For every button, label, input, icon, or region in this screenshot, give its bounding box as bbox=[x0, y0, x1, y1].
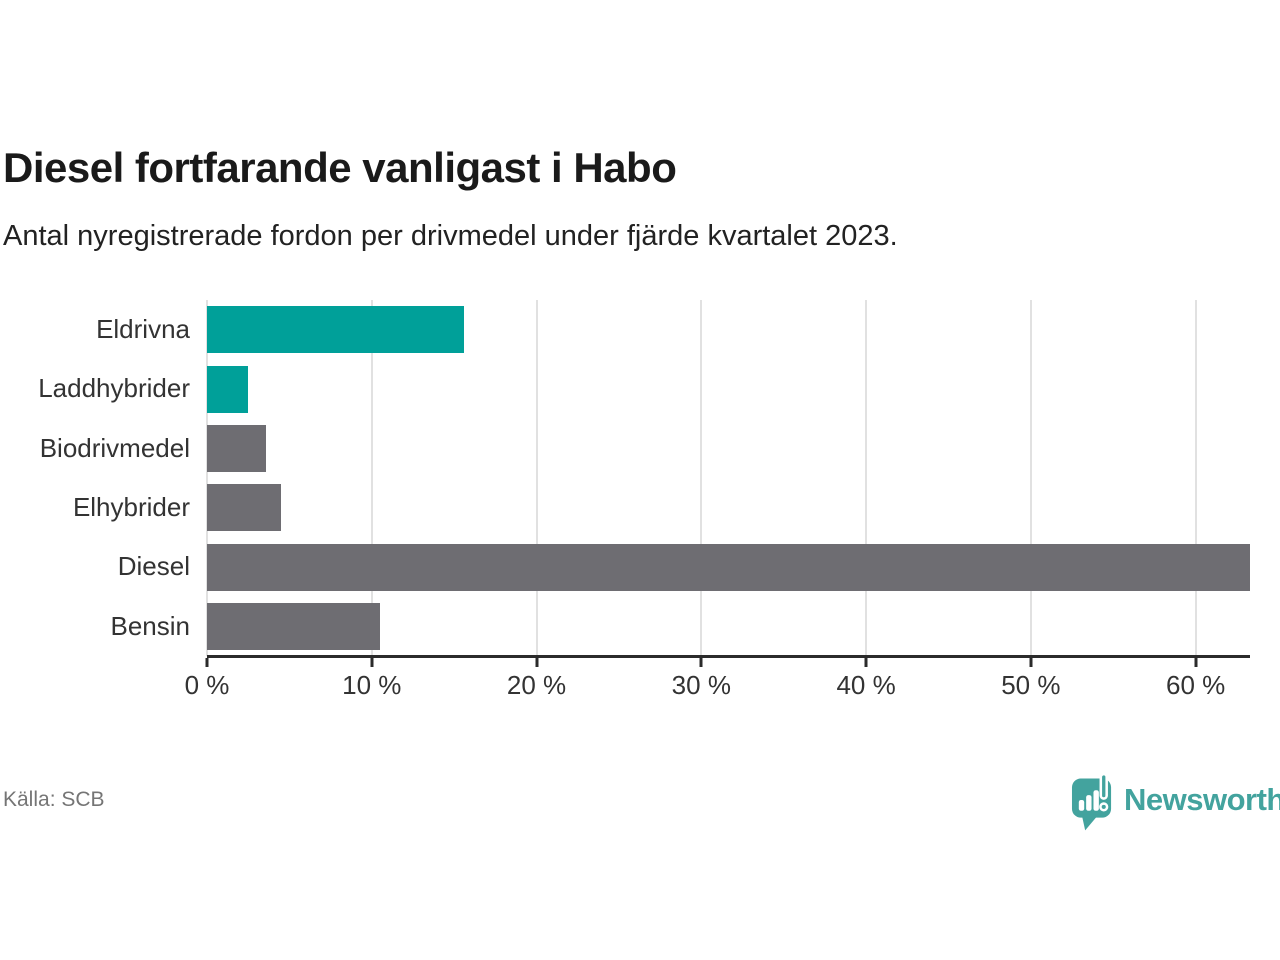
newsworthy-logo-text: Newsworthy bbox=[1124, 782, 1280, 817]
logo-bar-medium bbox=[1086, 795, 1092, 811]
y-axis-labels: Eldrivna Laddhybrider Biodrivmedel Elhybrid… bbox=[0, 300, 190, 656]
x-axis-line bbox=[207, 655, 1250, 658]
category-label-biodrivmedel: Biodrivmedel bbox=[39, 432, 190, 463]
x-tick-label-60: 60 % bbox=[1165, 670, 1226, 700]
bar-bensin bbox=[207, 602, 380, 650]
gridline-10 bbox=[370, 300, 373, 656]
newsworthy-logo: Newsworthy bbox=[1071, 772, 1280, 832]
x-tick-label-30: 30 % bbox=[671, 670, 731, 700]
gridline-20 bbox=[535, 300, 538, 656]
logo-exclamation-bar bbox=[1099, 772, 1108, 800]
category-label-laddhybrider: Laddhybrider bbox=[38, 373, 190, 404]
bar-diesel bbox=[207, 543, 1250, 591]
plot-area: 0 % 10 % 20 % 30 % 40 % 50 % 60 % bbox=[185, 300, 1250, 700]
x-tick-40 bbox=[864, 658, 868, 667]
category-label-eldrivna: Eldrivna bbox=[96, 314, 190, 345]
x-tick-label-20: 20 % bbox=[506, 670, 567, 700]
x-tick-0 bbox=[205, 658, 209, 667]
bar-eldrivna bbox=[207, 306, 465, 354]
x-tick-10 bbox=[370, 658, 374, 667]
logo-bar-large bbox=[1093, 790, 1099, 811]
source-label: Källa: SCB bbox=[3, 788, 105, 811]
x-tick-50 bbox=[1029, 658, 1033, 667]
x-tick-label-0: 0 % bbox=[184, 670, 230, 700]
logo-bar-small bbox=[1078, 800, 1085, 811]
gridline-30 bbox=[700, 300, 703, 656]
chart-title: Diesel fortfarande vanligast i Habo bbox=[3, 144, 677, 191]
logo-exclamation-dot bbox=[1099, 802, 1109, 812]
category-label-bensin: Bensin bbox=[110, 610, 191, 641]
newsworthy-logo-icon bbox=[1071, 772, 1112, 831]
logo-bubble-pointer bbox=[1081, 814, 1099, 831]
x-tick-label-40: 40 % bbox=[836, 670, 896, 700]
gridline-60 bbox=[1194, 300, 1197, 656]
x-tick-label-50: 50 % bbox=[1001, 670, 1061, 700]
bar-laddhybrider bbox=[207, 365, 249, 413]
chart-subtitle: Antal nyregistrerade fordon per drivmede… bbox=[3, 220, 898, 252]
x-tick-30 bbox=[699, 658, 703, 667]
x-tick-label-10: 10 % bbox=[342, 670, 402, 700]
bar-biodrivmedel bbox=[207, 424, 267, 472]
category-label-diesel: Diesel bbox=[117, 551, 190, 582]
bar-elhybrider bbox=[207, 484, 282, 532]
bar-chart: Eldrivna Laddhybrider Biodrivmedel Elhybrid… bbox=[0, 300, 1250, 700]
gridline-40 bbox=[865, 300, 868, 656]
gridline-50 bbox=[1029, 300, 1032, 656]
x-tick-20 bbox=[535, 658, 539, 667]
x-tick-60 bbox=[1194, 658, 1198, 667]
category-label-elhybrider: Elhybrider bbox=[72, 492, 190, 523]
gridline-0 bbox=[206, 300, 208, 656]
